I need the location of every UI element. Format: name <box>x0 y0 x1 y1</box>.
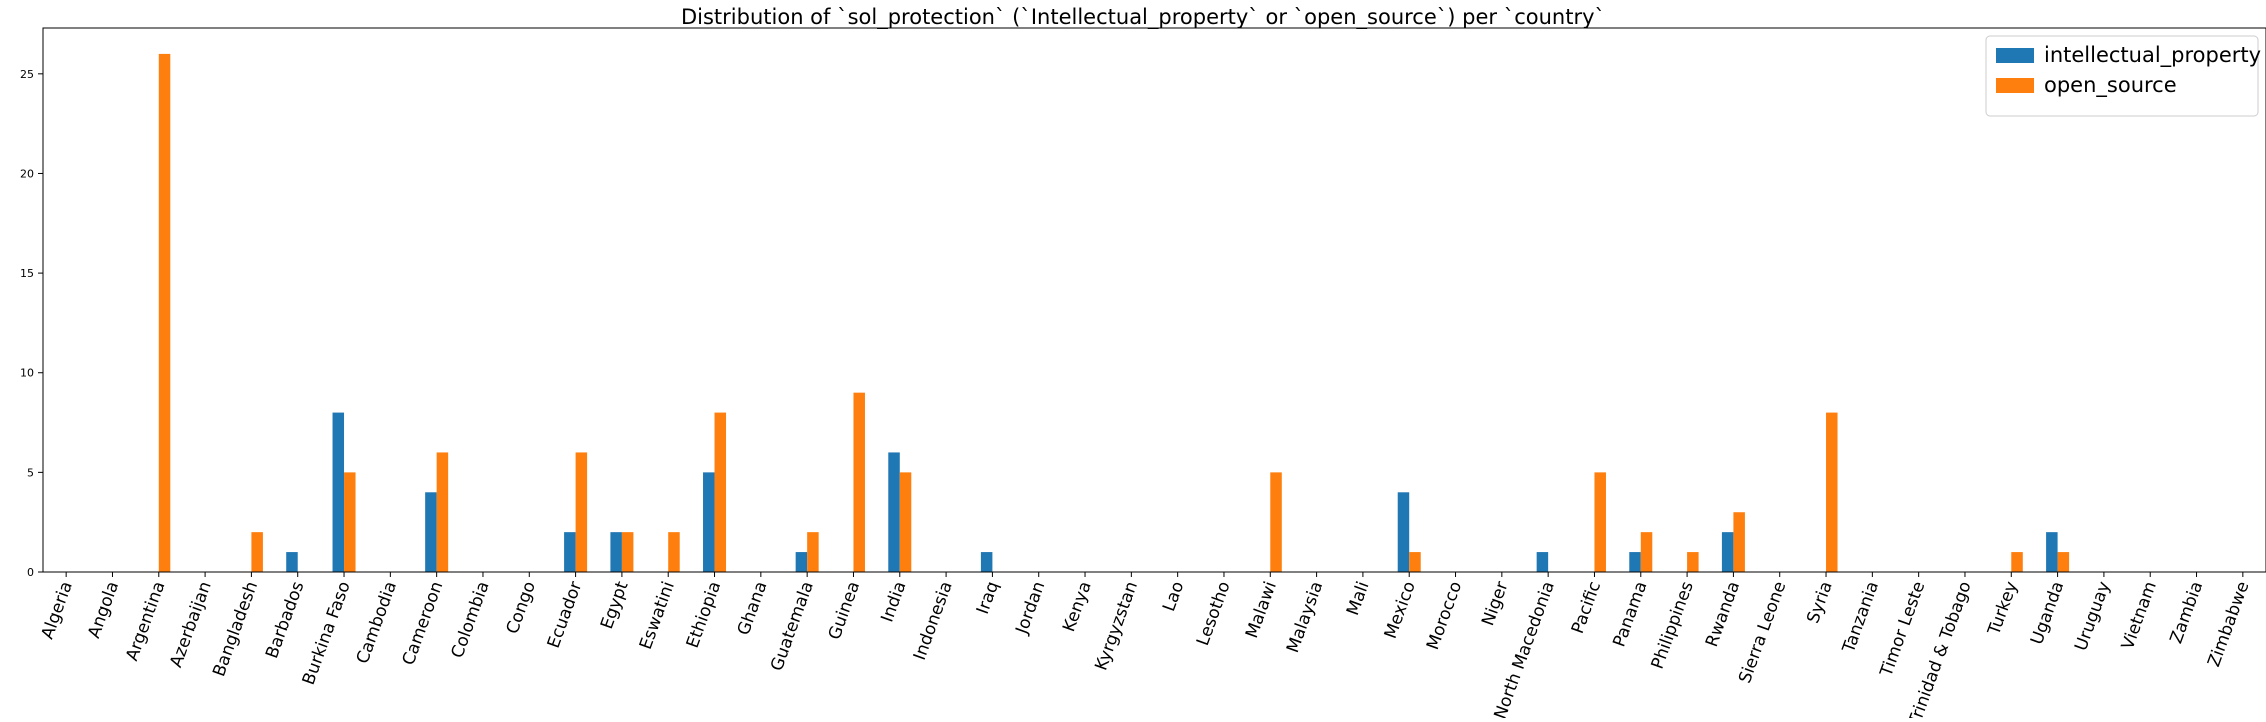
x-tick-label: Zimbabwe <box>2204 579 2253 670</box>
legend-label-open-source: open_source <box>2044 73 2177 98</box>
x-tick-label: Jordan <box>1012 579 1050 638</box>
x-tick-label: Indonesia <box>910 579 957 663</box>
x-tick-label: Syria <box>1803 579 1836 626</box>
x-tick-label: Cameroon <box>399 579 448 668</box>
bar-intellectual-property-mexico <box>1397 492 1410 572</box>
x-tick-label: Malaysia <box>1283 579 1327 656</box>
x-tick-label: Malawi <box>1242 579 1281 641</box>
plot-frame <box>42 27 2266 573</box>
x-tick-label: Egypt <box>597 579 633 632</box>
bar-open-source-malawi <box>1270 472 1282 572</box>
bar-open-source-rwanda <box>1733 512 1745 572</box>
bar-open-source-ecuador <box>575 452 588 572</box>
bar-intellectual-property-burkina-faso <box>332 412 345 572</box>
x-tick-label: Lesotho <box>1193 579 1235 649</box>
x-tick-label: Morocco <box>1423 579 1466 653</box>
bar-intellectual-property-uganda <box>2046 532 2058 572</box>
bar-intellectual-property-barbados <box>286 552 298 572</box>
x-tick-label: Zambia <box>2166 579 2207 647</box>
x-tick-label: Ethiopia <box>683 579 725 651</box>
x-tick-label: Kenya <box>1059 579 1096 635</box>
bar-open-source-guinea <box>853 392 865 572</box>
x-tick-label: Ghana <box>734 579 772 638</box>
y-tick-label: 0 <box>27 566 34 579</box>
bar-open-source-eswatini <box>668 532 680 572</box>
x-tick-label: Guatemala <box>767 579 818 674</box>
x-tick-label: Barbados <box>262 579 308 661</box>
bar-intellectual-property-india <box>888 452 900 572</box>
x-tick-label: Cambodia <box>353 579 401 667</box>
chart-title: Distribution of `sol_protection` (`Intel… <box>681 5 1605 30</box>
x-tick-label: Ecuador <box>544 579 587 651</box>
bar-open-source-philippines <box>1687 552 1699 572</box>
bar-intellectual-property-egypt <box>610 532 622 572</box>
bar-open-source-burkina-faso <box>344 472 356 572</box>
bar-open-source-uganda <box>2057 552 2070 572</box>
x-tick-label: Sierra Leone <box>1735 579 1790 686</box>
x-tick-label: Congo <box>503 579 540 637</box>
x-tick-label: Pacific <box>1568 579 1605 637</box>
bar-intellectual-property-rwanda <box>1721 532 1734 572</box>
y-tick-label: 5 <box>27 466 34 479</box>
bar-open-source-bangladesh <box>251 532 263 572</box>
bar-open-source-pacific <box>1594 472 1606 572</box>
plot-area: 0 5 10 15 20 25 Algeria Angola ArgentinaAzerbaij… <box>20 53 2254 722</box>
legend-frame <box>1985 35 2259 117</box>
x-tick-label: Eswatini <box>636 579 679 652</box>
x-tick-label: Lao <box>1159 579 1188 614</box>
x-tick-label: Mexico <box>1381 579 1420 642</box>
x-tick-label: Argentina <box>122 579 169 664</box>
bar-open-source-egypt <box>621 532 634 572</box>
legend-swatch-intellectual-property <box>1996 48 2034 63</box>
x-tick-label: Guinea <box>825 579 864 643</box>
bar-open-source-argentina <box>158 53 171 572</box>
bar-open-source-panama <box>1640 532 1653 572</box>
x-tick-label: Azerbaijan <box>166 579 216 670</box>
x-tick-label: Angola <box>84 579 123 641</box>
y-tick-label: 15 <box>20 267 34 280</box>
bar-intellectual-property-north-macedonia <box>1536 552 1549 572</box>
bar-open-source-mexico <box>1409 552 1421 572</box>
x-tick-label: Rwanda <box>1702 579 1744 650</box>
bar-intellectual-property-ethiopia <box>703 472 715 572</box>
x-tick-label: Turkey <box>1984 579 2022 639</box>
x-tick-label: Uruguay <box>2071 579 2115 654</box>
x-tick-label: Tanzania <box>1839 579 1883 656</box>
y-tick-label: 10 <box>20 367 34 380</box>
bar-open-source-ethiopia <box>714 412 727 572</box>
x-tick-label: Bangladesh <box>209 579 262 680</box>
bar-open-source-cameroon <box>436 452 449 572</box>
bar-open-source-india <box>899 472 912 572</box>
x-tick-label: Uganda <box>2027 579 2068 648</box>
bar-intellectual-property-panama <box>1629 552 1641 572</box>
legend-swatch-open-source <box>1996 78 2034 93</box>
bar-intellectual-property-iraq <box>980 552 993 572</box>
x-tick-label: Kyrgyzstan <box>1091 579 1142 673</box>
x-tick-label: Philippines <box>1648 579 1698 672</box>
y-tick-label: 25 <box>20 68 34 81</box>
bar-open-source-turkey <box>2011 552 2023 572</box>
x-tick-label: Mali <box>1343 579 1374 618</box>
bar-open-source-guatemala <box>807 532 819 572</box>
x-tick-label: Niger <box>1478 579 1512 629</box>
x-tick-label: Timor Leste <box>1876 579 1929 680</box>
y-tick-label: 20 <box>20 167 34 180</box>
x-tick-label: Algeria <box>38 579 77 642</box>
legend-label-intellectual-property: intellectual_property <box>2044 43 2261 68</box>
x-tick-label: India <box>877 579 910 625</box>
x-tick-label: Iraq <box>973 579 1003 617</box>
bar-intellectual-property-guatemala <box>795 552 808 572</box>
x-tick-label: Colombia <box>448 579 494 661</box>
bar-open-source-syria <box>1826 412 1838 572</box>
x-tick-label: Burkina Faso <box>299 579 355 688</box>
bar-intellectual-property-cameroon <box>425 492 437 572</box>
x-tick-label: Panama <box>1609 579 1651 650</box>
x-tick-label: Vietnam <box>2118 579 2161 652</box>
legend: intellectual_property open_source <box>1985 35 2261 117</box>
bar-intellectual-property-ecuador <box>564 532 576 572</box>
